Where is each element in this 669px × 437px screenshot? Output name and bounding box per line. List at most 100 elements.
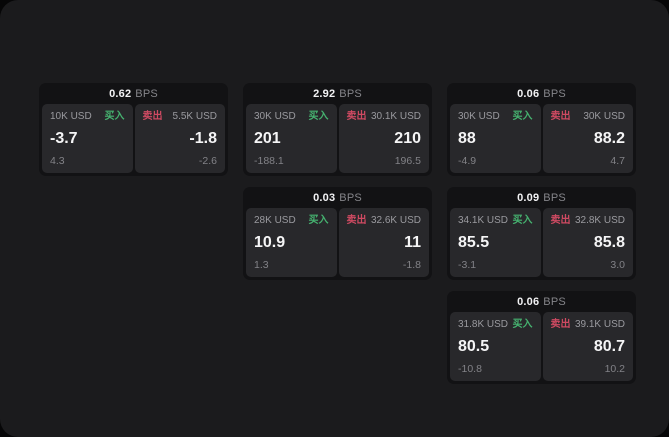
buy-side-label: 买入 <box>308 111 329 122</box>
bps-value: 0.09 <box>517 191 540 204</box>
sell-panel[interactable]: 卖出 5.5K USD -1.8 -2.6 <box>134 104 225 173</box>
quote-card: 0.62 BPS 10K USD 买入 -3.7 4.3 卖出 5.5K USD <box>39 83 228 176</box>
quote-card: 0.09 BPS 34.1K USD 买入 85.5 -3.1 卖出 32.8K… <box>447 187 636 280</box>
buy-panel[interactable]: 30K USD 买入 201 -188.1 <box>246 104 337 173</box>
buy-side-label: 买入 <box>512 111 533 122</box>
buy-amount: 10K USD <box>50 111 92 122</box>
sell-price: 85.8 <box>593 234 625 251</box>
buy-amount: 30K USD <box>254 111 296 122</box>
sell-amount: 30.1K USD <box>370 111 421 122</box>
sell-side-label: 卖出 <box>550 319 571 330</box>
buy-delta: 1.3 <box>254 259 269 271</box>
bps-label: BPS <box>339 191 362 204</box>
buy-side-label: 买入 <box>512 319 533 330</box>
buy-price: 201 <box>254 130 281 147</box>
quote-card: 2.92 BPS 30K USD 买入 201 -188.1 卖出 30.1K … <box>243 83 432 176</box>
buy-panel-top-row: 30K USD 买入 <box>458 111 533 123</box>
quote-panels: 28K USD 买入 10.9 1.3 卖出 32.6K USD 11 -1.8 <box>243 208 432 280</box>
sell-panel[interactable]: 卖出 30K USD 88.2 4.7 <box>542 104 633 173</box>
buy-price: -3.7 <box>50 130 78 147</box>
quote-panels: 31.8K USD 买入 80.5 -10.8 卖出 39.1K USD 80.… <box>447 312 636 384</box>
quote-card: 0.06 BPS 30K USD 买入 88 -4.9 卖出 30K USD <box>447 83 636 176</box>
sell-panel-top-row: 卖出 5.5K USD <box>143 111 218 123</box>
bps-header: 0.06 BPS <box>447 83 636 104</box>
buy-panel-top-row: 28K USD 买入 <box>254 215 329 227</box>
bps-value: 0.06 <box>517 295 540 308</box>
bps-label: BPS <box>339 87 362 100</box>
buy-delta: -3.1 <box>458 259 477 271</box>
buy-price: 85.5 <box>458 234 490 251</box>
buy-panel[interactable]: 28K USD 买入 10.9 1.3 <box>246 208 337 277</box>
sell-delta: -1.8 <box>402 259 421 271</box>
sell-panel[interactable]: 卖出 30.1K USD 210 196.5 <box>338 104 429 173</box>
sell-delta: 4.7 <box>610 155 625 167</box>
sell-panel-top-row: 卖出 32.8K USD <box>551 215 626 227</box>
bps-header: 2.92 BPS <box>243 83 432 104</box>
buy-panel[interactable]: 10K USD 买入 -3.7 4.3 <box>42 104 133 173</box>
buy-amount: 34.1K USD <box>458 215 509 226</box>
sell-side-label: 卖出 <box>550 215 571 226</box>
sell-amount: 30K USD <box>583 111 625 122</box>
buy-price: 10.9 <box>254 234 286 251</box>
bps-header: 0.09 BPS <box>447 187 636 208</box>
buy-panel[interactable]: 31.8K USD 买入 80.5 -10.8 <box>450 312 541 381</box>
bps-label: BPS <box>135 87 158 100</box>
bps-header: 0.06 BPS <box>447 291 636 312</box>
buy-panel-top-row: 10K USD 买入 <box>50 111 125 123</box>
sell-amount: 32.8K USD <box>574 215 625 226</box>
sell-amount: 5.5K USD <box>172 111 217 122</box>
buy-amount: 30K USD <box>458 111 500 122</box>
bps-value: 2.92 <box>313 87 336 100</box>
buy-delta: -188.1 <box>254 155 284 167</box>
buy-amount: 28K USD <box>254 215 296 226</box>
sell-delta: 10.2 <box>604 363 625 375</box>
sell-price: 80.7 <box>593 338 625 355</box>
sell-side-label: 卖出 <box>142 111 163 122</box>
buy-panel-top-row: 34.1K USD 买入 <box>458 215 533 227</box>
quote-card: 0.03 BPS 28K USD 买入 10.9 1.3 卖出 32.6K US… <box>243 187 432 280</box>
buy-panel[interactable]: 30K USD 买入 88 -4.9 <box>450 104 541 173</box>
sell-side-label: 卖出 <box>346 215 367 226</box>
sell-panel-top-row: 卖出 39.1K USD <box>551 319 626 331</box>
buy-price: 80.5 <box>458 338 490 355</box>
sell-panel-top-row: 卖出 30.1K USD <box>347 111 422 123</box>
sell-price: 210 <box>394 130 421 147</box>
bps-label: BPS <box>543 295 566 308</box>
sell-side-label: 卖出 <box>550 111 571 122</box>
buy-amount: 31.8K USD <box>458 319 509 330</box>
quote-panels: 30K USD 买入 88 -4.9 卖出 30K USD 88.2 4.7 <box>447 104 636 176</box>
buy-panel[interactable]: 34.1K USD 买入 85.5 -3.1 <box>450 208 541 277</box>
quote-panels: 34.1K USD 买入 85.5 -3.1 卖出 32.8K USD 85.8… <box>447 208 636 280</box>
sell-side-label: 卖出 <box>346 111 367 122</box>
buy-side-label: 买入 <box>512 215 533 226</box>
buy-delta: -4.9 <box>458 155 477 167</box>
sell-panel[interactable]: 卖出 39.1K USD 80.7 10.2 <box>542 312 633 381</box>
sell-price: 88.2 <box>593 130 625 147</box>
buy-side-label: 买入 <box>104 111 125 122</box>
quote-cards-grid: 0.62 BPS 10K USD 买入 -3.7 4.3 卖出 5.5K USD <box>39 83 636 384</box>
sell-delta: -2.6 <box>198 155 217 167</box>
sell-delta: 196.5 <box>394 155 421 167</box>
quote-card: 0.06 BPS 31.8K USD 买入 80.5 -10.8 卖出 39.1… <box>447 291 636 384</box>
sell-amount: 39.1K USD <box>574 319 625 330</box>
bps-value: 0.62 <box>109 87 132 100</box>
sell-panel[interactable]: 卖出 32.8K USD 85.8 3.0 <box>542 208 633 277</box>
buy-price: 88 <box>458 130 476 147</box>
buy-delta: 4.3 <box>50 155 65 167</box>
bps-value: 0.06 <box>517 87 540 100</box>
sell-panel-top-row: 卖出 30K USD <box>551 111 626 123</box>
sell-panel-top-row: 卖出 32.6K USD <box>347 215 422 227</box>
buy-delta: -10.8 <box>458 363 482 375</box>
sell-panel[interactable]: 卖出 32.6K USD 11 -1.8 <box>338 208 429 277</box>
buy-panel-top-row: 31.8K USD 买入 <box>458 319 533 331</box>
bps-header: 0.62 BPS <box>39 83 228 104</box>
buy-side-label: 买入 <box>308 215 329 226</box>
bps-value: 0.03 <box>313 191 336 204</box>
sell-delta: 3.0 <box>610 259 625 271</box>
bps-header: 0.03 BPS <box>243 187 432 208</box>
sell-amount: 32.6K USD <box>370 215 421 226</box>
bps-label: BPS <box>543 87 566 100</box>
sell-price: -1.8 <box>189 130 217 147</box>
bps-label: BPS <box>543 191 566 204</box>
